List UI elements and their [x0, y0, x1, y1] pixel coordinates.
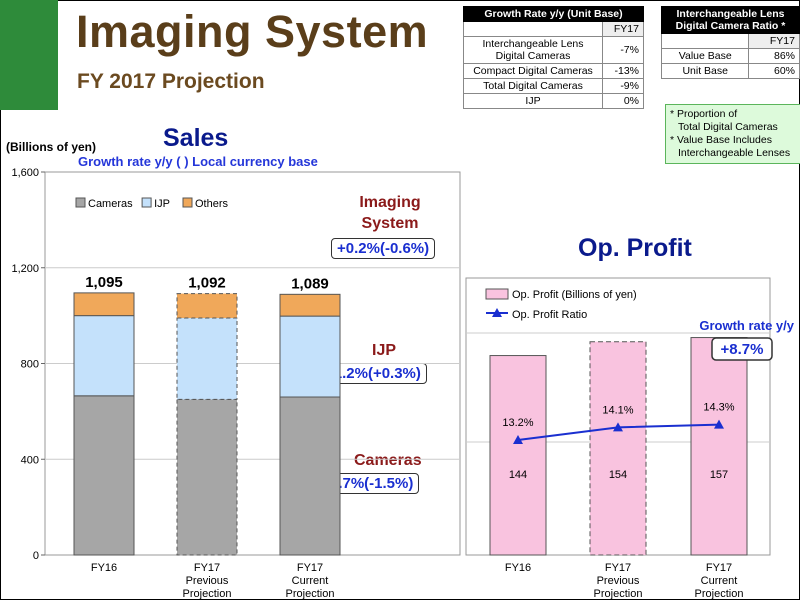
note-line: * Proportion of	[670, 108, 738, 120]
sales-y-tick-label: 1,600	[11, 167, 39, 179]
sales-bar-others	[73, 292, 135, 317]
ratio-row-label: Value Base	[660, 48, 750, 64]
ratio-row-value: 60%	[748, 63, 800, 79]
growth-box-imaging: +0.2%(-0.6%)	[331, 238, 436, 259]
growth-row-label: Total Digital Cameras	[463, 78, 603, 94]
sales-y-tick-label: 400	[21, 454, 39, 466]
sales-bar-cameras	[73, 395, 135, 556]
sales-x-tick-label: Previous	[186, 575, 229, 587]
op-profit-growth-title: Growth rate y/y	[699, 318, 794, 333]
sales-bar-ijp	[279, 315, 341, 398]
op-profit-x-tick-label: Current	[701, 575, 738, 587]
sales-y-tick-label: 1,200	[11, 263, 39, 275]
op-profit-bar-label: 157	[710, 469, 728, 481]
op-profit-x-tick-label: Projection	[594, 588, 643, 600]
sales-x-tick-label: Projection	[286, 588, 335, 600]
op-profit-x-tick-label: FY17	[706, 562, 732, 574]
op-profit-bar-label: 154	[609, 469, 627, 481]
op-profit-legend-marker	[492, 308, 502, 317]
sales-growth-note: Growth rate y/y ( ) Local currency base	[78, 154, 318, 169]
sales-chart-title: Sales	[163, 124, 229, 152]
growth-table-title: Growth Rate y/y (Unit Base)	[463, 6, 644, 22]
op-profit-bar	[489, 355, 547, 556]
op-profit-ratio-label: 14.1%	[602, 404, 633, 416]
op-profit-x-tick-label: Projection	[695, 588, 744, 600]
sales-bar-ijp	[73, 315, 135, 397]
sales-x-tick-label: Current	[292, 575, 329, 587]
op-profit-bar-label: 144	[509, 469, 527, 481]
growth-row-value: -9%	[602, 78, 644, 94]
op-profit-legend-entry: Op. Profit Ratio	[512, 309, 587, 321]
growth-box-ijp: +1.2%(+0.3%)	[319, 363, 427, 384]
growth-box-cameras: -0.7%(-1.5%)	[319, 473, 420, 494]
sales-x-tick-label: FY17	[297, 562, 323, 574]
sales-bar-others	[176, 293, 238, 319]
camera-ratio-table: Interchangeable Lens Digital Camera Rati…	[660, 6, 800, 79]
growth-row-value: 0%	[602, 93, 644, 109]
growth-row-value: -13%	[602, 63, 644, 79]
segment-label-cameras: Cameras	[354, 452, 422, 469]
op-profit-bar	[690, 337, 748, 556]
sales-legend-swatch	[75, 197, 86, 208]
op-profit-x-tick-label: Previous	[597, 575, 640, 587]
op-profit-ratio-label: 13.2%	[502, 417, 533, 429]
segment-label-ijp: IJP	[372, 342, 397, 359]
ratio-table-column: FY17	[748, 33, 800, 49]
sales-legend-entry: Others	[195, 198, 229, 210]
growth-rate-table: Growth Rate y/y (Unit Base) FY17 Interch…	[463, 6, 644, 109]
sales-legend-entry: IJP	[154, 198, 170, 210]
op-profit-ratio-label: 14.3%	[703, 402, 734, 414]
sales-x-tick-label: Projection	[183, 588, 232, 600]
page-subtitle: FY 2017 Projection	[77, 70, 265, 93]
note-line: * Value Base Includes	[670, 134, 772, 146]
op-profit-ratio-point	[714, 419, 724, 429]
growth-row-label: IJP	[463, 93, 603, 109]
sales-y-tick-label: 800	[21, 359, 39, 371]
sales-bar-cameras	[279, 396, 341, 556]
note-line: Interchangeable Lenses	[678, 147, 791, 159]
op-profit-legend-entry: Op. Profit (Billions of yen)	[512, 289, 637, 301]
sales-total-label: 1,089	[291, 275, 329, 292]
op-profit-growth-box	[711, 337, 773, 361]
op-profit-x-tick-label: FY17	[605, 562, 631, 574]
sales-y-tick-label: 0	[33, 550, 39, 562]
green-accent-bar	[0, 0, 58, 110]
page-title: Imaging System	[76, 6, 429, 57]
sales-total-label: 1,095	[85, 274, 123, 291]
op-profit-x-tick-label: FY16	[505, 562, 531, 574]
ratio-row-label: Unit Base	[660, 63, 750, 79]
op-profit-chart-title: Op. Profit	[578, 234, 692, 262]
sales-x-tick-label: FY17	[194, 562, 220, 574]
sales-bar-others	[279, 293, 341, 317]
growth-row-label: Interchangeable Lens Digital Cameras	[463, 36, 603, 64]
op-profit-legend-swatch	[485, 288, 509, 300]
op-profit-growth-value: +8.7%	[721, 341, 764, 358]
sales-total-label: 1,092	[188, 275, 226, 292]
ratio-footnote: * Proportion of Total Digital Cameras * …	[665, 104, 800, 164]
growth-table-column: FY17	[602, 21, 644, 37]
op-profit-ratio-point	[613, 422, 623, 432]
sales-legend-swatch	[141, 197, 152, 208]
growth-row-value: -7%	[602, 36, 644, 64]
op-profit-bar	[589, 341, 647, 556]
note-line: Total Digital Cameras	[678, 121, 778, 133]
sales-y-axis-label: (Billions of yen)	[6, 140, 96, 154]
sales-x-tick-label: FY16	[91, 562, 117, 574]
sales-legend-entry: Cameras	[88, 198, 133, 210]
segment-label-imaging: Imaging System	[359, 194, 421, 232]
sales-bar-ijp	[176, 317, 238, 400]
sales-legend-swatch	[182, 197, 193, 208]
sales-bar-cameras	[176, 398, 238, 556]
op-profit-ratio-point	[513, 435, 523, 444]
